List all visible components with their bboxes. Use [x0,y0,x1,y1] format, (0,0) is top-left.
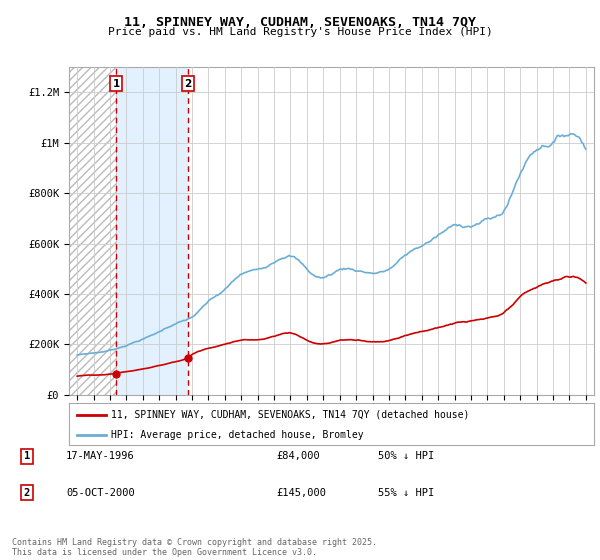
Text: Price paid vs. HM Land Registry's House Price Index (HPI): Price paid vs. HM Land Registry's House … [107,27,493,37]
Bar [69,67,116,395]
Text: 2: 2 [184,78,192,88]
Text: 11, SPINNEY WAY, CUDHAM, SEVENOAKS, TN14 7QY (detached house): 11, SPINNEY WAY, CUDHAM, SEVENOAKS, TN14… [111,409,469,419]
Text: 1: 1 [24,451,30,461]
Text: 17-MAY-1996: 17-MAY-1996 [66,451,135,461]
Bar [69,67,116,395]
Text: 55% ↓ HPI: 55% ↓ HPI [378,488,434,498]
Text: £84,000: £84,000 [276,451,320,461]
Bar [116,67,188,395]
Text: Contains HM Land Registry data © Crown copyright and database right 2025.
This d: Contains HM Land Registry data © Crown c… [12,538,377,557]
Text: 1: 1 [112,78,120,88]
Text: 05-OCT-2000: 05-OCT-2000 [66,488,135,498]
Text: £145,000: £145,000 [276,488,326,498]
Text: 2: 2 [24,488,30,498]
Text: HPI: Average price, detached house, Bromley: HPI: Average price, detached house, Brom… [111,430,364,440]
Text: 11, SPINNEY WAY, CUDHAM, SEVENOAKS, TN14 7QY: 11, SPINNEY WAY, CUDHAM, SEVENOAKS, TN14… [124,16,476,29]
Text: 50% ↓ HPI: 50% ↓ HPI [378,451,434,461]
